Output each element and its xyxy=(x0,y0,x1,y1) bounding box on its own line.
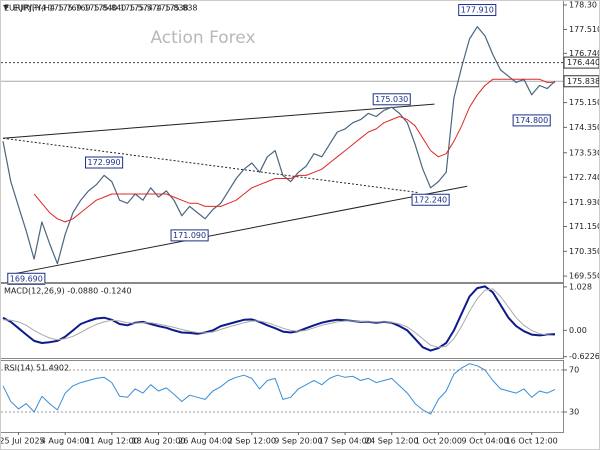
chart-title: EURJPY,H4 175.769 175.840 175.574 175.83… xyxy=(13,4,198,13)
menu-icon xyxy=(3,5,9,10)
y-tick-label: 0.00 xyxy=(569,326,587,335)
annotation-label: 175.030 xyxy=(375,95,408,104)
y-tick-label: 173.530 xyxy=(569,148,600,157)
annotation-label: 172.990 xyxy=(88,158,121,167)
y-tick-label: -0.6226 xyxy=(569,352,600,361)
annotation-box xyxy=(458,4,497,17)
annotation-box xyxy=(170,229,209,242)
x-tick-label: 11 Aug 12:00 xyxy=(85,437,139,446)
series-line xyxy=(2,363,556,415)
x-tick-label: 9 Sep 20:00 xyxy=(274,437,322,446)
x-tick-label: 16 Oct 12:00 xyxy=(506,437,558,446)
y-tick-label: 176.740 xyxy=(569,49,600,58)
x-tick-label: 17 Sep 04:00 xyxy=(318,437,371,446)
trendline xyxy=(2,137,418,193)
level-label: 175.838 xyxy=(567,77,600,86)
annotation-box xyxy=(411,193,450,206)
annotation-box xyxy=(85,156,124,169)
series-line xyxy=(33,78,555,223)
annotation-label: 177.910 xyxy=(461,6,494,15)
y-tick-label: 171.930 xyxy=(569,198,600,207)
y-tick-label: 169.550 xyxy=(569,272,600,281)
y-tick-label: 177.510 xyxy=(569,25,600,34)
y-tick-label: 70 xyxy=(569,365,579,374)
trendline xyxy=(9,185,468,276)
annotation-label: 172.240 xyxy=(414,195,447,204)
annotation-label: 174.800 xyxy=(515,116,548,125)
panel-title: EURJPY,H4 175.769 175.840 175.574 175.83… xyxy=(4,4,189,13)
y-tick-label: 1.028 xyxy=(569,282,592,291)
x-tick-label: 4 Aug 04:00 xyxy=(41,437,90,446)
x-tick-label: 18 Aug 20:00 xyxy=(132,437,186,446)
annotation-box xyxy=(512,114,551,127)
y-tick-label: 178.30 xyxy=(569,0,597,9)
y-tick-label: 30 xyxy=(569,408,579,417)
y-tick-label: 172.740 xyxy=(569,173,600,182)
panel-title: MACD(12,26,9) -0.0880 -0.1240 xyxy=(4,287,132,296)
series-line xyxy=(2,288,556,348)
series-line xyxy=(2,285,556,352)
panel-title: RSI(14) 51.4902 xyxy=(4,364,69,373)
x-tick-label: 24 Sep 12:00 xyxy=(365,437,418,446)
x-tick-label: 1 Oct 20:00 xyxy=(415,437,462,446)
x-tick-label: 9 Oct 04:00 xyxy=(461,437,508,446)
x-tick-label: 25 Jul 2025 xyxy=(0,437,45,446)
y-tick-label: 170.350 xyxy=(569,247,600,256)
watermark: Action Forex xyxy=(150,28,255,48)
annotation-label: 171.090 xyxy=(173,231,206,240)
annotation-box xyxy=(372,93,411,106)
trendline xyxy=(2,103,435,139)
level-label: 176.440 xyxy=(567,58,600,67)
series-line xyxy=(2,26,556,265)
x-tick-label: 26 Aug 04:00 xyxy=(178,437,232,446)
x-tick-label: 2 Sep 12:00 xyxy=(228,437,276,446)
annotation-box xyxy=(7,272,46,285)
y-tick-label: 175.150 xyxy=(569,98,600,107)
y-tick-label: 174.350 xyxy=(569,123,600,132)
y-tick-label: 171.150 xyxy=(569,222,600,231)
annotation-label: 169.690 xyxy=(10,274,43,283)
